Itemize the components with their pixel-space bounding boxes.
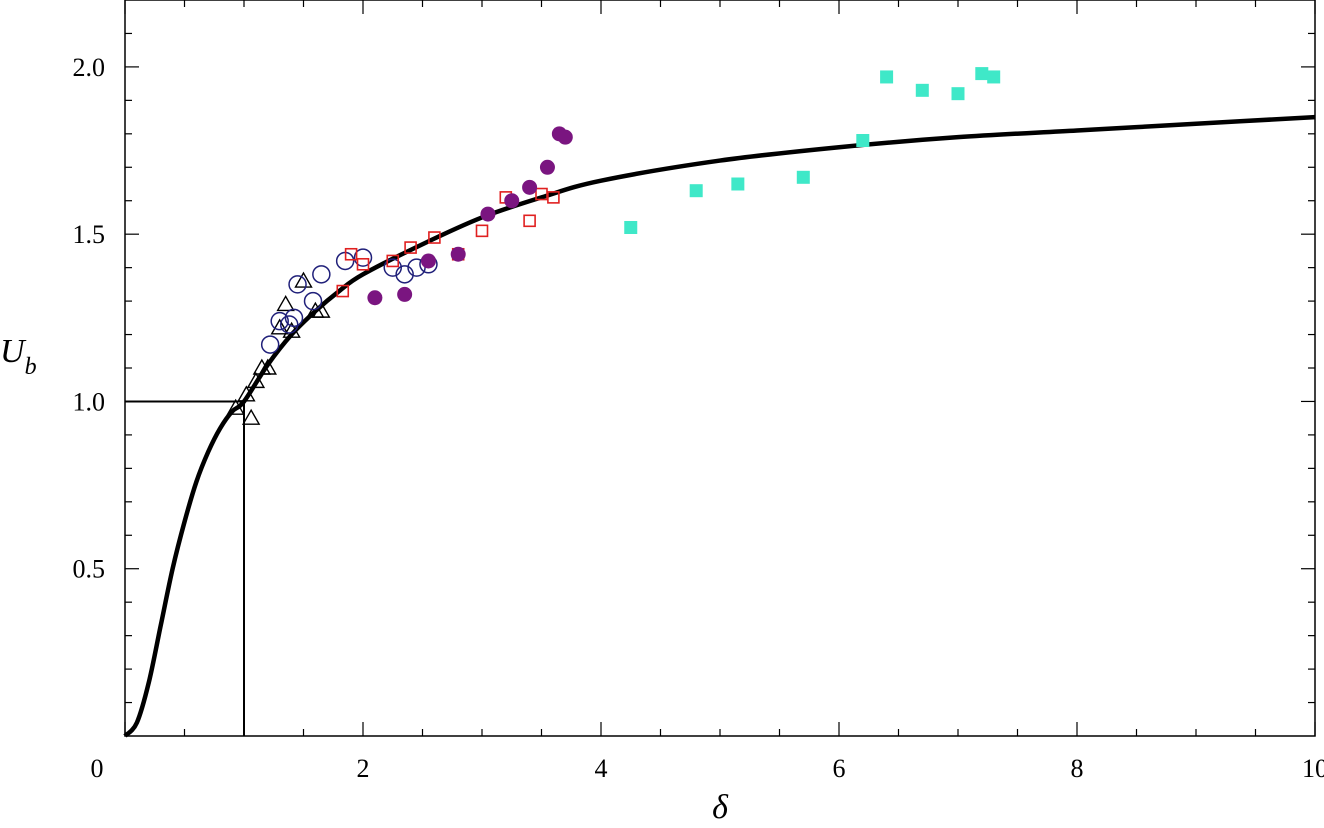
- series-4-point: [420, 253, 436, 269]
- x-tick-label: 8: [1071, 754, 1084, 783]
- series-1-point: [241, 408, 261, 425]
- reference-lines: [125, 400, 245, 736]
- series-5-point: [796, 170, 810, 184]
- data-points: [226, 67, 1001, 425]
- x-tick-label: 4: [595, 754, 608, 783]
- series-1-point: [276, 295, 295, 312]
- series-4-point: [450, 246, 466, 262]
- series-3-point: [523, 214, 536, 228]
- series-2-point: [312, 265, 331, 284]
- series-2-point: [279, 315, 299, 334]
- series-5-point: [856, 134, 870, 148]
- series-2-point: [353, 248, 373, 267]
- x-tick-label: 10: [1302, 754, 1324, 783]
- series-5-point: [951, 87, 965, 101]
- series-5-point: [987, 70, 1001, 84]
- x-tick-label: 0: [91, 754, 104, 783]
- series-4-point: [539, 159, 555, 175]
- x-tick-label: 2: [357, 754, 370, 783]
- y-axis-title: Ub: [0, 333, 37, 380]
- model-curve: [123, 114, 1316, 738]
- series-1-point: [270, 318, 289, 335]
- series-4-point: [522, 179, 538, 195]
- series-2-point: [260, 335, 280, 354]
- series-5-point: [689, 184, 703, 198]
- series-3-point: [344, 247, 358, 261]
- series-2-point: [288, 275, 307, 294]
- series-3-point: [404, 241, 417, 254]
- x-axis-title: δ: [712, 789, 729, 826]
- series-2-point: [270, 311, 289, 331]
- y-tick-label: 1.0: [73, 387, 106, 416]
- series-4-point: [480, 206, 496, 222]
- plot-frame: [124, 0, 1316, 737]
- y-tick-label: 0.5: [73, 555, 106, 584]
- series-4-point: [504, 193, 520, 209]
- y-axis-title-main: U: [0, 333, 27, 370]
- series-3-point: [386, 254, 400, 268]
- series-5-point: [731, 177, 745, 191]
- series-1-point: [246, 371, 266, 389]
- series-3-point: [428, 231, 441, 244]
- series-4-point: [367, 290, 383, 306]
- series-1-point: [312, 301, 331, 318]
- tick-labels: 0 2 4 6 8 10 0.5 1.0 1.5 2.0: [73, 53, 1324, 783]
- y-tick-label: 2.0: [73, 53, 106, 82]
- series-2-point: [383, 258, 402, 277]
- series-4-point: [557, 129, 573, 145]
- series-5-point: [624, 220, 638, 234]
- series-5-point: [915, 83, 929, 97]
- series-3-point: [535, 187, 548, 201]
- axis-ticks: [124, 0, 1316, 736]
- series-1-point: [237, 385, 256, 402]
- series-2-point: [395, 265, 414, 284]
- series-2-point: [303, 291, 323, 311]
- series-2-point: [407, 258, 426, 277]
- series-3-point: [547, 191, 560, 204]
- series-3-point: [356, 257, 370, 271]
- series-1-point: [294, 271, 313, 288]
- series-1-point: [258, 358, 278, 375]
- series-5-point: [880, 70, 894, 84]
- series-2-point: [284, 308, 304, 328]
- series-4-point: [397, 286, 413, 302]
- model-curve-layer: [123, 114, 1316, 738]
- series-1-point: [226, 398, 245, 415]
- y-tick-label: 1.5: [73, 220, 106, 249]
- series-3-point: [336, 284, 350, 298]
- series-5-point: [975, 67, 989, 81]
- x-tick-label: 6: [833, 754, 846, 783]
- y-axis-title-subscript: b: [25, 354, 37, 380]
- series-3-point: [475, 224, 489, 238]
